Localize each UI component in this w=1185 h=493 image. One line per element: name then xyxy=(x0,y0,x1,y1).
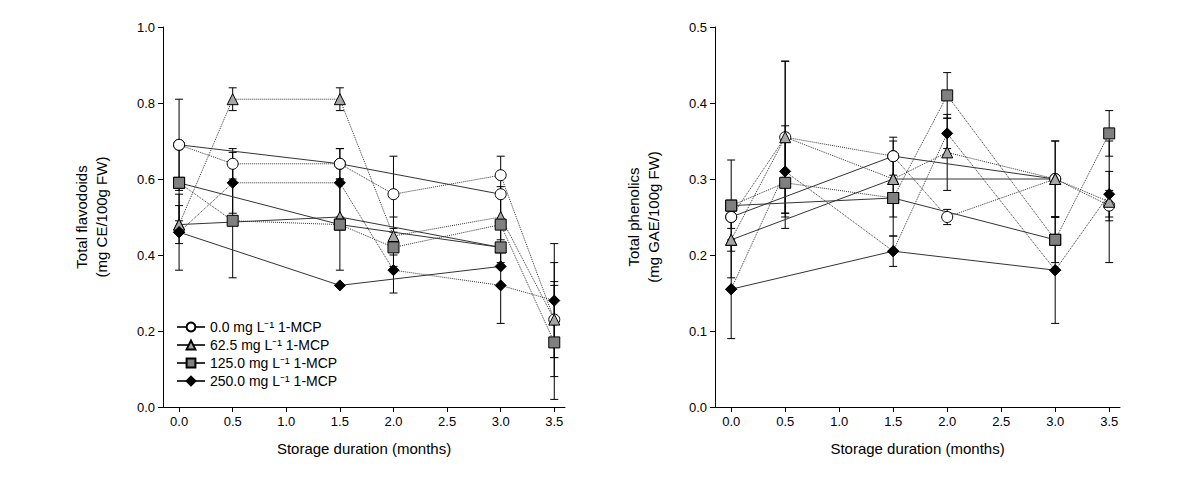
svg-text:0.5: 0.5 xyxy=(689,20,707,35)
svg-text:Total phenolics: Total phenolics xyxy=(625,167,642,266)
svg-text:0.1: 0.1 xyxy=(689,324,707,339)
svg-text:1.5: 1.5 xyxy=(331,414,349,429)
svg-text:(mg CE/100g FW): (mg CE/100g FW) xyxy=(93,157,110,278)
svg-text:0.5: 0.5 xyxy=(776,414,794,429)
svg-text:0.6: 0.6 xyxy=(137,172,155,187)
svg-text:0.8: 0.8 xyxy=(137,96,155,111)
svg-text:2.5: 2.5 xyxy=(992,414,1010,429)
svg-text:(mg GAE/100g FW): (mg GAE/100g FW) xyxy=(645,151,662,283)
svg-text:0.4: 0.4 xyxy=(689,96,707,111)
svg-text:3.5: 3.5 xyxy=(1100,414,1118,429)
svg-text:2.5: 2.5 xyxy=(438,414,456,429)
svg-text:0.2: 0.2 xyxy=(689,248,707,263)
svg-text:2.0: 2.0 xyxy=(938,414,956,429)
svg-text:3.0: 3.0 xyxy=(1046,414,1064,429)
svg-text:3.5: 3.5 xyxy=(545,414,563,429)
svg-text:Storage duration (months): Storage duration (months) xyxy=(830,440,1004,457)
svg-text:0.2: 0.2 xyxy=(137,324,155,339)
svg-text:1.0: 1.0 xyxy=(277,414,295,429)
svg-text:125.0 mg L⁻¹ 1-MCP: 125.0 mg L⁻¹ 1-MCP xyxy=(210,355,337,371)
svg-text:0.4: 0.4 xyxy=(137,248,155,263)
svg-text:Total flavodoids: Total flavodoids xyxy=(73,165,90,268)
svg-text:0.0: 0.0 xyxy=(722,414,740,429)
svg-text:0.0: 0.0 xyxy=(170,414,188,429)
svg-text:1.5: 1.5 xyxy=(884,414,902,429)
svg-text:250.0 mg L⁻¹ 1-MCP: 250.0 mg L⁻¹ 1-MCP xyxy=(210,373,337,389)
svg-text:1.0: 1.0 xyxy=(830,414,848,429)
svg-text:0.5: 0.5 xyxy=(224,414,242,429)
svg-text:0.0 mg L⁻¹ 1-MCP: 0.0 mg L⁻¹ 1-MCP xyxy=(210,319,322,335)
svg-text:2.0: 2.0 xyxy=(384,414,402,429)
svg-text:0.0: 0.0 xyxy=(689,400,707,415)
svg-text:3.0: 3.0 xyxy=(492,414,510,429)
svg-text:1.0: 1.0 xyxy=(137,20,155,35)
svg-text:62.5 mg L⁻¹ 1-MCP: 62.5 mg L⁻¹ 1-MCP xyxy=(210,337,329,353)
svg-text:0.0: 0.0 xyxy=(137,400,155,415)
svg-text:0.3: 0.3 xyxy=(689,172,707,187)
svg-text:Storage duration (months): Storage duration (months) xyxy=(277,440,451,457)
